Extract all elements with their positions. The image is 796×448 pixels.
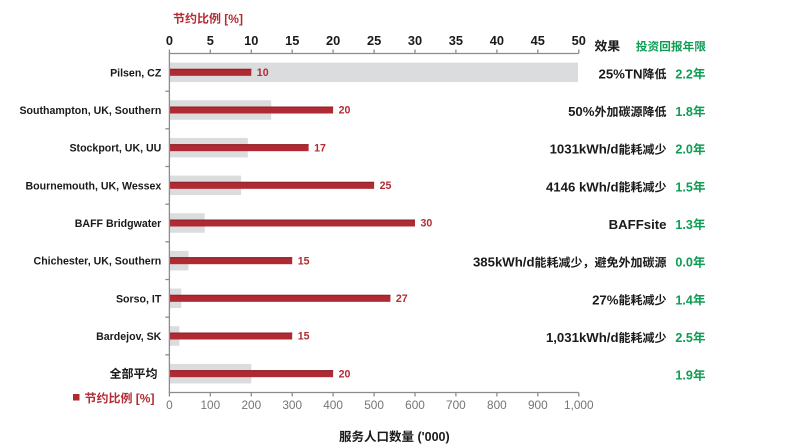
svg-text:25%TN: 25%TN <box>599 66 643 81</box>
svg-text:25: 25 <box>380 180 392 192</box>
svg-text:800: 800 <box>487 398 507 412</box>
svg-text:1.4: 1.4 <box>675 293 693 307</box>
svg-text:20: 20 <box>339 368 351 380</box>
svg-text:5: 5 <box>207 33 214 48</box>
svg-text:50: 50 <box>572 33 586 48</box>
svg-text:30: 30 <box>421 218 433 230</box>
svg-text:20: 20 <box>339 105 351 117</box>
svg-text:10: 10 <box>257 67 269 79</box>
svg-text:40: 40 <box>490 33 504 48</box>
svg-text:700: 700 <box>446 398 466 412</box>
svg-text:Stockport, UK, UU: Stockport, UK, UU <box>69 143 161 155</box>
svg-text:0.0: 0.0 <box>675 256 693 270</box>
svg-text:Sorso, IT: Sorso, IT <box>116 293 162 305</box>
svg-text:0: 0 <box>166 398 173 412</box>
svg-text:('000): ('000) <box>418 430 450 444</box>
svg-text:30: 30 <box>408 33 422 48</box>
svg-text:15: 15 <box>298 331 310 343</box>
svg-text:2.5: 2.5 <box>675 331 693 345</box>
svg-text:1.5: 1.5 <box>675 180 693 194</box>
svg-text:25: 25 <box>367 33 381 48</box>
svg-text:Southampton, UK, Southern: Southampton, UK, Southern <box>19 105 161 117</box>
svg-text:Chichester, UK, Southern: Chichester, UK, Southern <box>34 256 162 268</box>
svg-text:15: 15 <box>298 255 310 267</box>
svg-text:100: 100 <box>200 398 220 412</box>
svg-text:35: 35 <box>449 33 463 48</box>
svg-text:500: 500 <box>364 398 384 412</box>
svg-text:1.9: 1.9 <box>675 369 693 383</box>
svg-text:20: 20 <box>326 33 340 48</box>
svg-text:1.8: 1.8 <box>675 105 693 119</box>
svg-text:2.2: 2.2 <box>675 67 693 81</box>
svg-text:385kWh/d: 385kWh/d <box>473 255 535 270</box>
svg-text:Pilsen, CZ: Pilsen, CZ <box>110 67 162 79</box>
svg-text:15: 15 <box>285 33 299 48</box>
svg-text:900: 900 <box>528 398 548 412</box>
svg-text:Bardejov, SK: Bardejov, SK <box>96 331 161 343</box>
svg-text:BAFFsite: BAFFsite <box>609 217 667 232</box>
svg-text:45: 45 <box>531 33 545 48</box>
svg-text:4146 kWh/d: 4146 kWh/d <box>546 179 619 194</box>
svg-text:50%: 50% <box>568 104 595 119</box>
svg-text:600: 600 <box>405 398 425 412</box>
svg-text:27: 27 <box>396 293 408 305</box>
svg-text:400: 400 <box>323 398 343 412</box>
svg-text:0: 0 <box>166 33 173 48</box>
svg-text:1031kWh/d: 1031kWh/d <box>550 142 619 157</box>
svg-text:BAFF Bridgwater: BAFF Bridgwater <box>75 218 162 230</box>
svg-text:[%]: [%] <box>136 392 155 406</box>
svg-text:1,031kWh/d: 1,031kWh/d <box>546 330 619 345</box>
svg-text:300: 300 <box>282 398 302 412</box>
svg-text:1.3: 1.3 <box>675 218 693 232</box>
svg-text:10: 10 <box>244 33 258 48</box>
svg-text:1,000: 1,000 <box>564 398 594 412</box>
svg-text:Bournemouth, UK, Wessex: Bournemouth, UK, Wessex <box>26 180 162 192</box>
svg-text:[%]: [%] <box>224 12 243 26</box>
svg-text:2.0: 2.0 <box>675 143 693 157</box>
svg-text:27%: 27% <box>592 292 619 307</box>
svg-text:17: 17 <box>314 142 326 154</box>
svg-text:200: 200 <box>241 398 261 412</box>
